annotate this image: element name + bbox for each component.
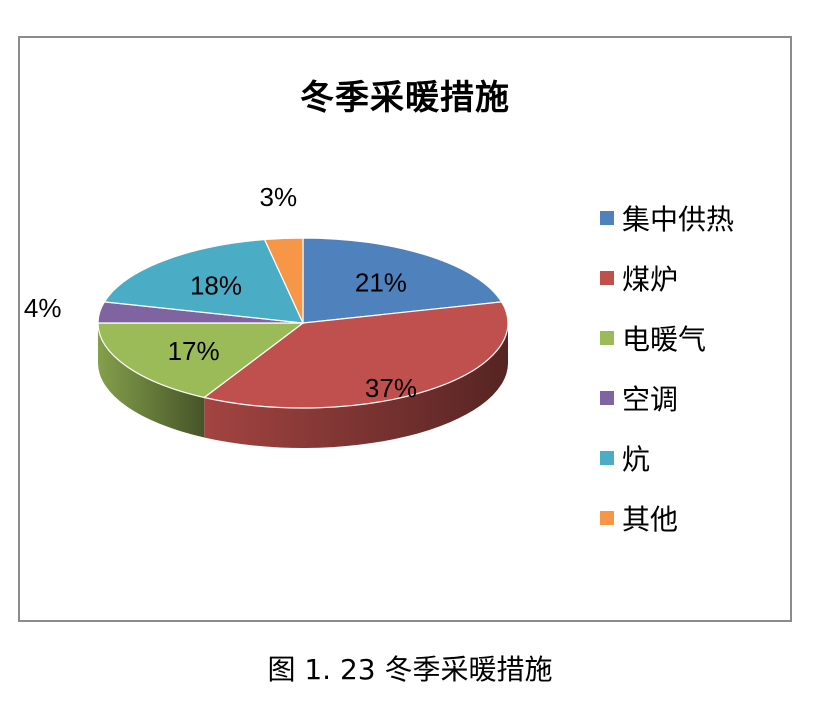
pie-slice-煤炉	[202, 301, 509, 409]
legend-swatch	[600, 211, 614, 225]
pie-slice-炕	[103, 238, 304, 324]
data-label-其他: 3%	[260, 182, 298, 212]
chart-title: 冬季采暖措施	[300, 78, 510, 118]
legend-swatch	[600, 271, 614, 285]
legend-label: 空调	[622, 383, 679, 416]
legend-swatch	[600, 451, 614, 465]
legend-label: 集中供热	[622, 203, 735, 236]
legend-item: 集中供热	[600, 203, 734, 236]
pie-top	[97, 237, 509, 409]
data-label-煤炉: 37%	[365, 373, 417, 403]
legend-item: 煤炉	[600, 263, 734, 296]
legend-label: 其他	[622, 503, 679, 536]
legend-swatch	[600, 331, 614, 345]
pie-chart: 21% 37% 17% 4% 18% 3%	[24, 182, 509, 448]
pie-data-labels: 21% 37% 17% 4% 18% 3%	[24, 182, 417, 403]
chart-legend: 集中供热煤炉电暖气空调炕其他	[600, 203, 734, 563]
chart-frame: 冬季采暖措施 21% 37% 17% 4% 18% 3% 集中供热煤炉电暖气空调炕其他	[18, 36, 792, 622]
legend-swatch	[600, 511, 614, 525]
figure-caption: 图 1. 23 冬季采暖措施	[267, 653, 553, 686]
legend-label: 电暖气	[622, 323, 707, 356]
legend-label: 炕	[622, 443, 651, 476]
data-label-炕: 18%	[190, 271, 242, 301]
legend-item: 电暖气	[600, 323, 734, 356]
pie-slice-其他	[263, 237, 304, 324]
pie-side-煤炉	[204, 323, 509, 448]
pie-slice-电暖气	[97, 322, 305, 399]
data-label-空调: 4%	[24, 293, 62, 323]
legend-item: 其他	[600, 503, 734, 536]
pie-slice-集中供热	[302, 237, 503, 324]
legend-item: 空调	[600, 383, 734, 416]
data-label-电暖气: 17%	[168, 336, 220, 366]
data-label-集中供热: 21%	[355, 267, 407, 297]
legend-label: 煤炉	[622, 263, 679, 296]
legend-item: 炕	[600, 443, 734, 476]
legend-swatch	[600, 391, 614, 405]
